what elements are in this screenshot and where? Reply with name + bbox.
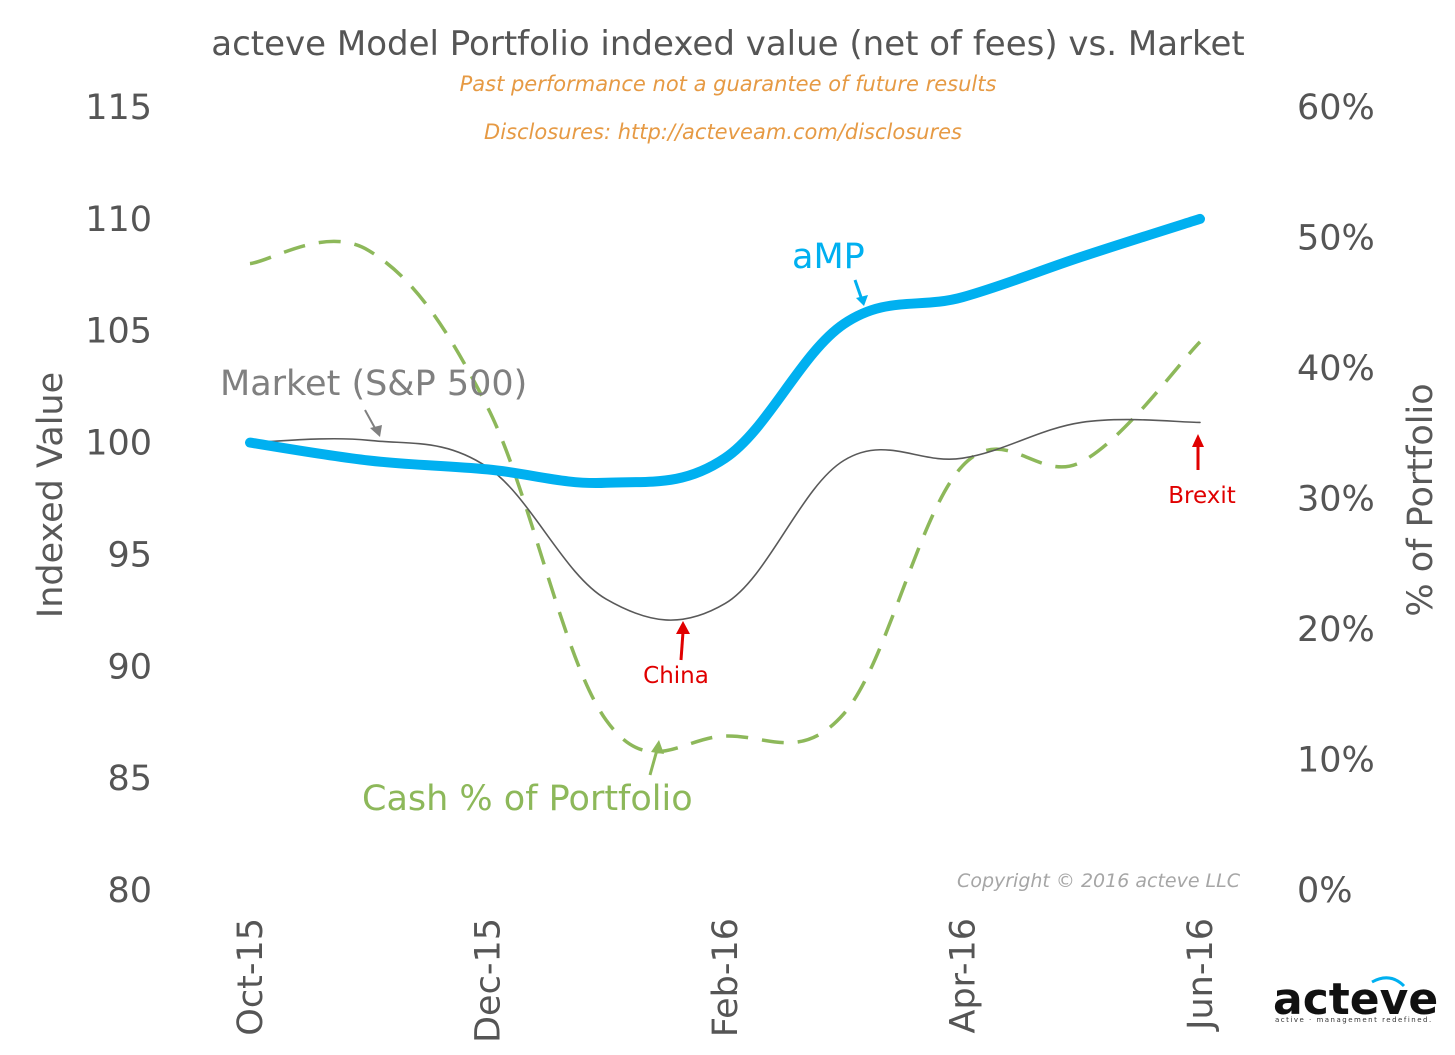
cash-pointer-arrowhead	[651, 740, 664, 754]
china-arrowhead	[676, 621, 690, 634]
y-axis-ticks: 80 85 90 95 100 105 110 115	[85, 88, 152, 911]
y2-tick-label: 0%	[1297, 871, 1353, 911]
y-tick-label: 85	[107, 759, 152, 799]
y-tick-label: 90	[107, 647, 152, 687]
brexit-arrowhead	[1192, 434, 1204, 447]
y2-tick-label: 40%	[1297, 349, 1375, 389]
y2-axis-label: % of Portfolio	[1401, 383, 1441, 616]
x-tick-label: Apr-16	[944, 918, 984, 1033]
x-tick-label: Oct-15	[231, 918, 271, 1036]
y2-tick-label: 60%	[1297, 88, 1375, 128]
series-label-amp: aMP	[792, 237, 865, 277]
logo-swoosh	[1371, 976, 1406, 988]
amp-pointer-arrowhead	[856, 295, 868, 306]
disclaimer-line: Past performance not a guarantee of futu…	[460, 72, 997, 96]
amp-pointer-arrow	[853, 279, 864, 301]
y-tick-label: 100	[85, 424, 152, 464]
series-line-amp	[245, 213, 1205, 489]
y2-tick-label: 10%	[1297, 741, 1375, 781]
series-line-cash	[249, 239, 1202, 754]
acteve-logo: acteve active · management redefined.	[1273, 974, 1438, 1025]
logo-wordmark: acteve	[1273, 974, 1438, 1025]
chart-title: acteve Model Portfolio indexed value (ne…	[211, 24, 1245, 64]
china-arrow	[679, 631, 685, 661]
logo-tagline: active · management redefined.	[1275, 1016, 1433, 1024]
annotation-china: China	[643, 663, 709, 689]
y-tick-label: 110	[85, 200, 152, 240]
y2-tick-label: 20%	[1297, 610, 1375, 650]
series-label-market: Market (S&P 500)	[220, 364, 527, 404]
series-label-cash: Cash % of Portfolio	[362, 779, 693, 819]
series-group	[245, 213, 1205, 754]
y-tick-label: 80	[107, 871, 152, 911]
x-tick-label: Dec-15	[469, 918, 509, 1043]
market-pointer-arrowhead	[370, 425, 382, 437]
y2-axis-ticks: 0% 10% 20% 30% 40% 50% 60%	[1297, 88, 1375, 911]
annotation-brexit: Brexit	[1168, 483, 1236, 509]
market-pointer-arrow	[364, 409, 377, 431]
cash-pointer-arrow	[648, 749, 659, 776]
x-tick-label: Feb-16	[706, 918, 746, 1037]
copyright-note: Copyright © 2016 acteve LLC	[957, 870, 1241, 892]
disclosures-line: Disclosures: http://acteveam.com/disclos…	[484, 120, 962, 144]
x-axis-ticks: Oct-15 Dec-15 Feb-16 Apr-16 Jun-16	[231, 918, 1221, 1043]
y2-tick-label: 30%	[1297, 480, 1375, 520]
series-line-market	[249, 418, 1201, 621]
y2-tick-label: 50%	[1297, 219, 1375, 259]
y-axis-label: Indexed Value	[31, 372, 71, 618]
y-tick-label: 115	[85, 88, 152, 128]
x-tick-label: Jun-16	[1181, 918, 1221, 1032]
y-tick-label: 105	[85, 312, 152, 352]
y-tick-label: 95	[107, 535, 152, 575]
